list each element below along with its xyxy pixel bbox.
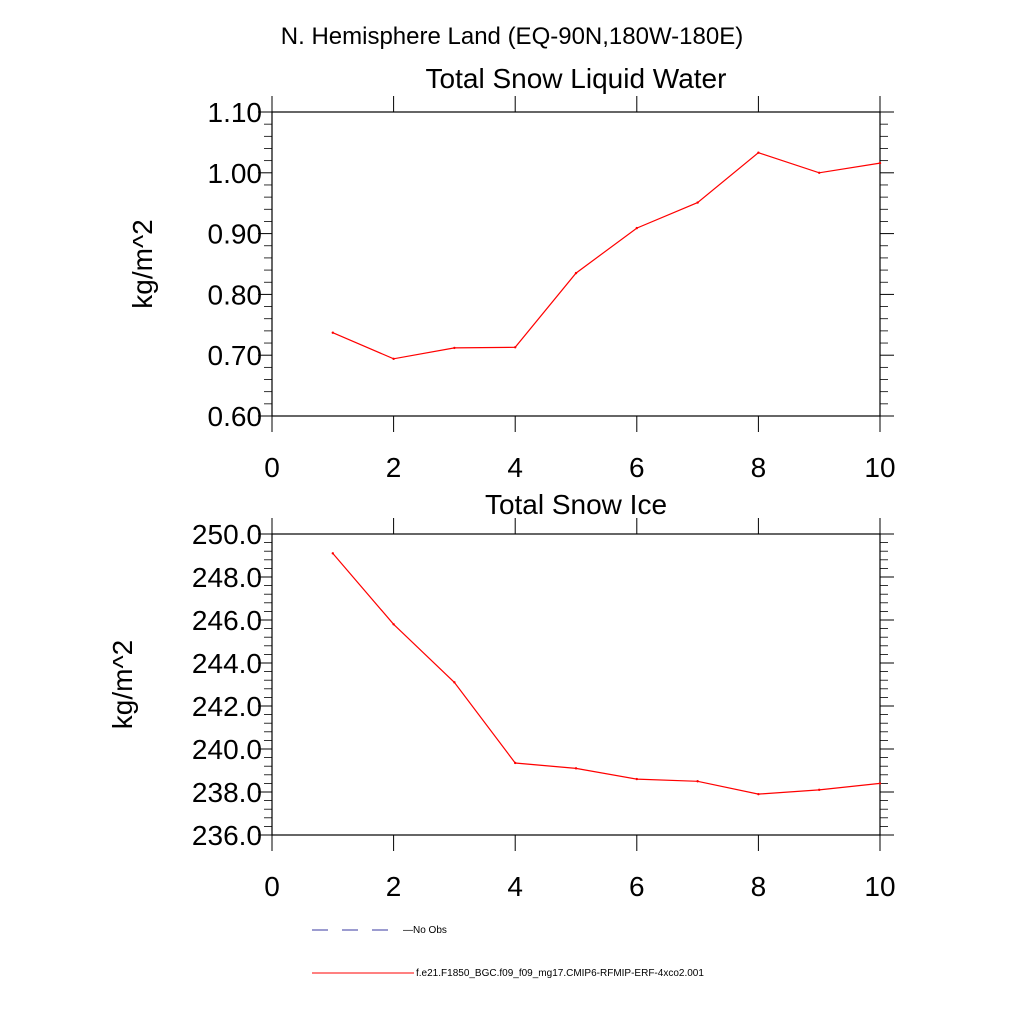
y-tick-label: 236.0: [192, 820, 262, 851]
data-point: [514, 761, 517, 765]
data-point: [635, 226, 638, 230]
data-point: [453, 346, 456, 350]
data-point: [696, 780, 699, 783]
data-point: [757, 792, 760, 796]
y-tick-label: 250.0: [192, 519, 262, 550]
legend-label: —No Obs: [403, 925, 447, 936]
data-point: [574, 767, 578, 770]
data-point: [757, 151, 760, 154]
data-point: [696, 201, 699, 204]
x-tick-label: 10: [864, 871, 895, 902]
chart-panel-2: Total Snow Ice 0 2 4 6 8 10 236.0 238.0 240.0 242.…: [107, 489, 896, 902]
y-tick-label: 0.60: [208, 401, 263, 432]
data-point: [878, 782, 882, 785]
x-tick-label: 2: [386, 452, 402, 483]
y-tick-label: 246.0: [192, 605, 262, 636]
x-tick-label: 0: [264, 871, 280, 902]
y-tick-label: 240.0: [192, 734, 262, 765]
data-point: [453, 681, 456, 684]
y-axis-label: kg/m^2: [107, 640, 138, 729]
data-point: [818, 788, 821, 792]
x-tick-label: 8: [751, 871, 767, 902]
data-point: [878, 161, 882, 165]
y-tick-label: 242.0: [192, 691, 262, 722]
data-point: [392, 357, 395, 361]
x-tick-label: 4: [507, 452, 523, 483]
chart-panel-1: Total Snow Liquid Water 0 2 4 6 8 10 0.60 0.70 0.…: [127, 63, 896, 483]
data-point: [574, 271, 578, 275]
plot-frame: [271, 533, 881, 836]
x-tick-label: 2: [386, 871, 402, 902]
y-tick-label: 244.0: [192, 648, 262, 679]
data-point: [635, 777, 638, 781]
x-tick-label: 10: [864, 452, 895, 483]
series-line: [332, 152, 881, 360]
plot-frame: [271, 111, 881, 417]
y-tick-label: 1.00: [208, 158, 263, 189]
y-tick-label: 0.70: [208, 340, 263, 371]
y-tick-label: 1.10: [208, 97, 263, 128]
x-tick-label: 6: [629, 871, 645, 902]
legend-label: f.e21.F1850_BGC.f09_f09_mg17.CMIP6-RFMIP…: [416, 968, 704, 979]
series-line: [332, 553, 881, 795]
chart-title: Total Snow Ice: [485, 489, 667, 520]
data-point: [392, 623, 395, 626]
figure-title: N. Hemisphere Land (EQ-90N,180W-180E): [281, 23, 743, 50]
y-tick-label: 238.0: [192, 777, 262, 808]
x-tick-label: 0: [264, 452, 280, 483]
chart-title: Total Snow Liquid Water: [426, 63, 727, 94]
legend: —No Obs f.e21.F1850_BGC.f09_f09_mg17.CMIP…: [312, 925, 704, 979]
y-tick-label: 248.0: [192, 562, 262, 593]
data-point: [331, 552, 334, 555]
x-tick-label: 4: [507, 871, 523, 902]
y-axis-label: kg/m^2: [127, 219, 158, 308]
data-point: [818, 171, 821, 174]
x-tick-label: 6: [629, 452, 645, 483]
data-point: [514, 346, 517, 349]
chart-panels: Total Snow Liquid Water 0 2 4 6 8 10 0.60 0.70 0.…: [107, 63, 896, 902]
y-tick-label: 0.80: [208, 279, 263, 310]
y-tick-label: 0.90: [208, 219, 263, 250]
data-point: [331, 331, 334, 334]
x-tick-label: 8: [751, 452, 767, 483]
